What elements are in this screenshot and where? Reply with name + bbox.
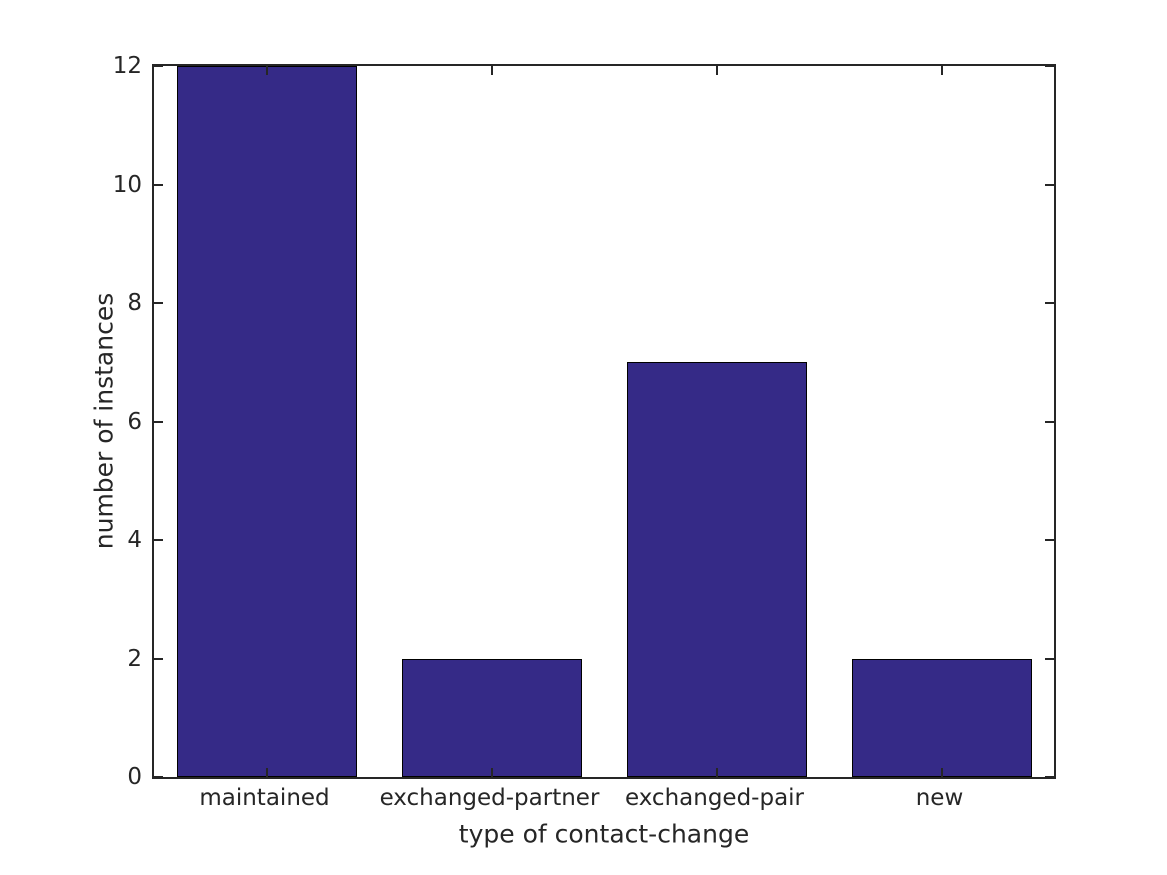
x-tick-label-new: new <box>915 785 964 811</box>
x-tick-label-exchanged-partner: exchanged-partner <box>379 785 600 811</box>
y-axis-label: number of instances <box>89 292 119 550</box>
y-tick-mirror <box>1045 657 1054 660</box>
bar-exchanged-pair <box>626 362 807 777</box>
x-tick-mirror <box>265 66 268 75</box>
x-tick <box>940 768 943 777</box>
y-tick-label: 2 <box>127 645 142 672</box>
y-tick <box>154 302 163 304</box>
x-tick <box>715 768 718 777</box>
y-tick-label: 10 <box>112 171 142 198</box>
y-tick <box>154 776 163 778</box>
y-tick-label: 12 <box>112 53 142 79</box>
x-tick <box>490 768 493 777</box>
x-tick-mirror <box>940 66 943 75</box>
y-tick-label: 4 <box>127 527 142 553</box>
x-tick-mirror <box>715 66 718 75</box>
bar-maintained <box>176 66 357 777</box>
x-tick-label-maintained: maintained <box>199 785 330 811</box>
y-tick <box>154 539 163 541</box>
x-tick-label-exchanged-pair: exchanged-pair <box>624 785 805 811</box>
y-tick <box>154 183 163 186</box>
plot-area <box>152 64 1056 779</box>
y-tick-mirror <box>1045 65 1054 67</box>
y-tick <box>154 657 163 660</box>
bar-exchanged-partner <box>401 658 582 777</box>
bar-new <box>851 658 1032 777</box>
x-axis-label: type of contact-change <box>458 819 750 849</box>
y-tick-label: 8 <box>127 290 142 316</box>
y-tick-label: 6 <box>127 408 142 435</box>
y-tick-mirror <box>1045 539 1054 541</box>
y-tick-mirror <box>1045 420 1054 423</box>
y-tick <box>154 65 163 67</box>
x-tick <box>265 768 268 777</box>
y-tick-mirror <box>1045 776 1054 778</box>
y-tick-mirror <box>1045 302 1054 304</box>
y-tick <box>154 420 163 423</box>
y-tick-label: 0 <box>127 764 142 790</box>
x-tick-mirror <box>490 66 493 75</box>
y-tick-mirror <box>1045 183 1054 186</box>
